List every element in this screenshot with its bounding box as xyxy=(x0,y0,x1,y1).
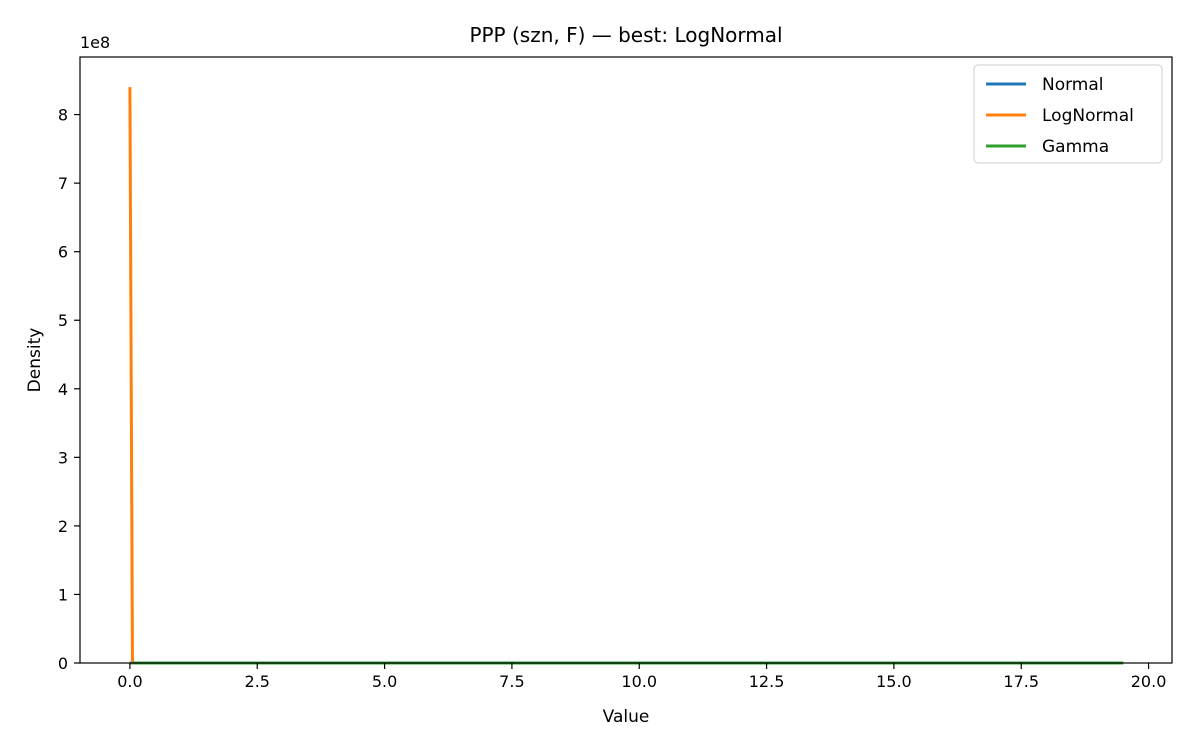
y-offset-text: 1e8 xyxy=(80,33,110,52)
x-tick-label: 7.5 xyxy=(499,672,524,691)
x-tick-label: 15.0 xyxy=(876,672,912,691)
y-tick-label: 6 xyxy=(58,243,68,262)
y-tick-label: 8 xyxy=(58,106,68,125)
y-tick-label: 2 xyxy=(58,517,68,536)
legend-label: Gamma xyxy=(1042,137,1109,157)
x-axis: 0.0 2.5 5.0 7.5 10.0 12.5 15.0 17.5 20.0 xyxy=(117,663,1166,691)
x-tick-label: 20.0 xyxy=(1131,672,1167,691)
y-tick-label: 0 xyxy=(58,654,68,673)
x-tick-label: 2.5 xyxy=(245,672,270,691)
x-axis-label: Value xyxy=(603,707,650,727)
y-tick-label: 5 xyxy=(58,311,68,330)
y-tick-label: 1 xyxy=(58,585,68,604)
x-tick-label: 17.5 xyxy=(1003,672,1039,691)
y-axis-label: Density xyxy=(25,328,45,393)
y-tick-label: 7 xyxy=(58,174,68,193)
legend-frame xyxy=(973,64,1163,164)
y-tick-label: 3 xyxy=(58,448,68,467)
legend-label: LogNormal xyxy=(1042,106,1134,126)
x-tick-label: 10.0 xyxy=(621,672,657,691)
y-tick-label: 4 xyxy=(58,380,68,399)
legend: Normal LogNormal Gamma xyxy=(973,64,1163,164)
y-axis: 0 1 2 3 4 5 6 7 8 xyxy=(58,106,80,673)
x-tick-label: 12.5 xyxy=(749,672,785,691)
x-tick-label: 5.0 xyxy=(372,672,397,691)
legend-label: Normal xyxy=(1042,75,1104,95)
x-tick-label: 0.0 xyxy=(117,672,142,691)
plot-frame xyxy=(79,56,1173,664)
chart-title: PPP (szn, F) — best: LogNormal xyxy=(469,23,782,47)
